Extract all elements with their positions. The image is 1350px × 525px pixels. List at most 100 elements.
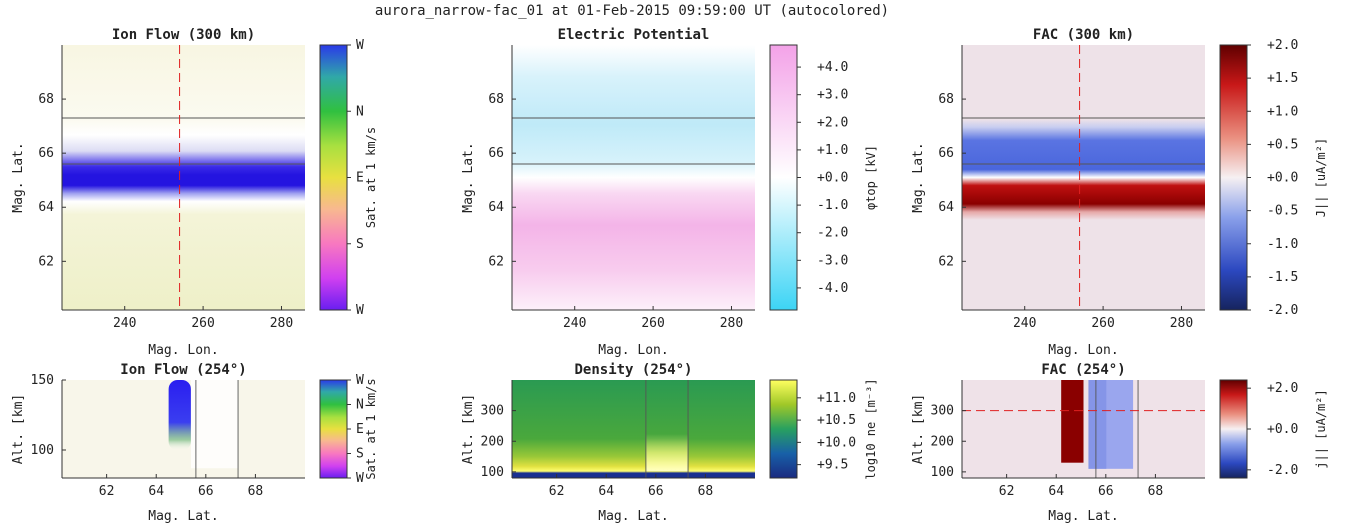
- fac_map-field: [962, 45, 1205, 310]
- density_alt-xtick-label: 66: [648, 484, 664, 499]
- potential_map-cb-tick-label: -1.0: [817, 198, 848, 213]
- fac_map-title: FAC (300 km): [1033, 27, 1134, 43]
- fac-downward-core: [1088, 380, 1107, 469]
- ion-flow-blob: [168, 380, 191, 451]
- fac_alt-cb-tick-label: +0.0: [1267, 422, 1298, 437]
- potential_map-field: [512, 45, 755, 310]
- fac_map-cb-tick-label: +1.5: [1267, 71, 1298, 86]
- density_alt-xlabel: Mag. Lat.: [598, 509, 668, 524]
- ion_flow_map-xtick-label: 240: [113, 316, 136, 331]
- density_alt-cb-tick-label: +10.5: [817, 413, 856, 428]
- fac_map-cb-tick-label: +2.0: [1267, 38, 1298, 53]
- fac_alt-xtick-label: 66: [1098, 484, 1114, 499]
- figure-title: aurora_narrow-fac_01 at 01-Feb-2015 09:5…: [375, 3, 889, 19]
- density_alt-colorbar: [769, 379, 798, 479]
- potential_map-colorbar: [769, 44, 798, 311]
- potential_map-ytick-label: 62: [488, 254, 504, 269]
- ion_flow_alt-xtick-label: 62: [99, 484, 115, 499]
- fac_alt-title: FAC (254°): [1041, 362, 1125, 378]
- ion_flow_map-cb-tick-label: E: [356, 171, 364, 186]
- potential_map-ylabel: Mag. Lat.: [461, 142, 476, 212]
- density_alt-ytick-label: 300: [481, 404, 504, 419]
- potential_map-xtick-label: 280: [720, 316, 743, 331]
- ion-flow-map-panel: 240 260 280 62 64 66 68 Ion Flow (300 km) Mag. L…: [11, 27, 378, 358]
- potential_map-ytick-label: 68: [488, 92, 504, 107]
- density_alt-xtick-label: 64: [598, 484, 614, 499]
- fac_map-cb-tick-label: -0.5: [1267, 204, 1298, 219]
- fac_map-cb-tick-label: -1.5: [1267, 270, 1298, 285]
- ion_flow_map-xtick-label: 280: [270, 316, 293, 331]
- density_alt-cb-label: log10 ne [m⁻³]: [864, 378, 878, 479]
- fac_map-ylabel: Mag. Lat.: [911, 142, 926, 212]
- ion_flow_alt-xtick-label: 68: [248, 484, 264, 499]
- ion_flow_map-xtick-label: 260: [191, 316, 214, 331]
- potential_map-cb-tick-label: -4.0: [817, 281, 848, 296]
- ion_flow_alt-cb-tick-label: W: [356, 471, 364, 486]
- density_alt-ytick-label: 200: [481, 434, 504, 449]
- fac_alt-cb-tick-label: -2.0: [1267, 463, 1298, 478]
- ion_flow_alt-cb-tick-label: W: [356, 373, 364, 388]
- fac_alt-xtick-label: 68: [1148, 484, 1164, 499]
- fac_alt-xtick-label: 64: [1048, 484, 1064, 499]
- potential_map-xtick-label: 260: [641, 316, 664, 331]
- potential_map-cb-tick-label: +3.0: [817, 88, 848, 103]
- density_alt-cb-tick-label: +9.5: [817, 458, 848, 473]
- ion_flow_map-ylabel: Mag. Lat.: [11, 142, 26, 212]
- fac_map-cb-tick-label: -2.0: [1267, 303, 1298, 318]
- ion_flow_map-ytick-label: 68: [38, 92, 54, 107]
- potential_map-xlabel: Mag. Lon.: [598, 343, 668, 358]
- density_alt-ytick-label: 100: [481, 465, 504, 480]
- fac-upward-column: [1061, 380, 1084, 463]
- ion_flow_map-cb-tick-label: N: [356, 104, 364, 119]
- fac_map-colorbar: [1219, 44, 1248, 311]
- ion_flow_map-xlabel: Mag. Lon.: [148, 343, 218, 358]
- potential_map-title: Electric Potential: [558, 27, 710, 43]
- ion_flow_alt-ylabel: Alt. [km]: [11, 394, 26, 464]
- fac_map-ytick-label: 64: [938, 200, 954, 215]
- density-enhancement: [645, 433, 689, 472]
- ion_flow_map-cb-tick-label: W: [356, 38, 364, 53]
- potential_map-ytick-label: 66: [488, 146, 504, 161]
- fac_map-xlabel: Mag. Lon.: [1048, 343, 1118, 358]
- potential_map-cb-tick-label: +4.0: [817, 60, 848, 75]
- ion_flow_map-ytick-label: 66: [38, 146, 54, 161]
- ion_flow_alt-cb-tick-label: S: [356, 447, 364, 462]
- fac-alt-panel: 62 64 66 68 100 200 300 FAC (254°) Mag. Lat. Alt.…: [911, 362, 1328, 524]
- ion_flow_map-ytick-label: 62: [38, 254, 54, 269]
- potential_map-xtick-label: 240: [563, 316, 586, 331]
- fac_alt-ytick-label: 300: [931, 404, 954, 419]
- fac_map-cb-tick-label: +1.0: [1267, 104, 1298, 119]
- fac_map-ytick-label: 62: [938, 254, 954, 269]
- fac_map-cb-tick-label: -1.0: [1267, 237, 1298, 252]
- ion_flow_map-field: [62, 45, 305, 310]
- fac_alt-colorbar: [1219, 379, 1248, 479]
- ion_flow_alt-colorbar: [319, 379, 348, 479]
- ion_flow_alt-xtick-label: 64: [148, 484, 164, 499]
- potential-map-panel: 240 260 280 62 64 66 68 Electric Potential Mag. …: [461, 27, 878, 358]
- fac_alt-xlabel: Mag. Lat.: [1048, 509, 1118, 524]
- density_alt-cb-tick-label: +11.0: [817, 391, 856, 406]
- ion_flow_alt-cb-tick-label: N: [356, 398, 364, 413]
- fac_map-cb-label: J|| [uA/m²]: [1314, 138, 1328, 217]
- fac_alt-ylabel: Alt. [km]: [911, 394, 926, 464]
- fac_alt-ytick-label: 100: [931, 465, 954, 480]
- fac_map-cb-tick-label: +0.5: [1267, 137, 1298, 152]
- ion_flow_alt-title: Ion Flow (254°): [120, 362, 246, 378]
- density_alt-cb-tick-label: +10.0: [817, 435, 856, 450]
- density_alt-ylabel: Alt. [km]: [461, 394, 476, 464]
- ion-flow-alt-panel: 62 64 66 68 100 150 Ion Flow (254°) Mag. Lat. Al…: [11, 362, 378, 524]
- potential_map-cb-tick-label: -2.0: [817, 226, 848, 241]
- ion_flow_alt-xtick-label: 66: [198, 484, 214, 499]
- density-alt-panel: 62 64 66 68 100 200 300 Density (254°) Mag. Lat.…: [461, 362, 878, 524]
- fac_alt-cb-label: j|| [uA/m²]: [1314, 389, 1328, 468]
- density_alt-xtick-label: 68: [698, 484, 714, 499]
- potential_map-cb-tick-label: +2.0: [817, 115, 848, 130]
- fac_map-xtick-label: 240: [1013, 316, 1036, 331]
- potential_map-cb-tick-label: -3.0: [817, 253, 848, 268]
- ion_flow_alt-xlabel: Mag. Lat.: [148, 509, 218, 524]
- ion_flow_alt-cb-label: Sat. at 1 km/s: [364, 378, 378, 479]
- ion_flow_map-cb-label: Sat. at 1 km/s: [364, 127, 378, 228]
- ion-flow-return: [190, 380, 239, 469]
- ion_flow_alt-ytick-label: 100: [31, 443, 54, 458]
